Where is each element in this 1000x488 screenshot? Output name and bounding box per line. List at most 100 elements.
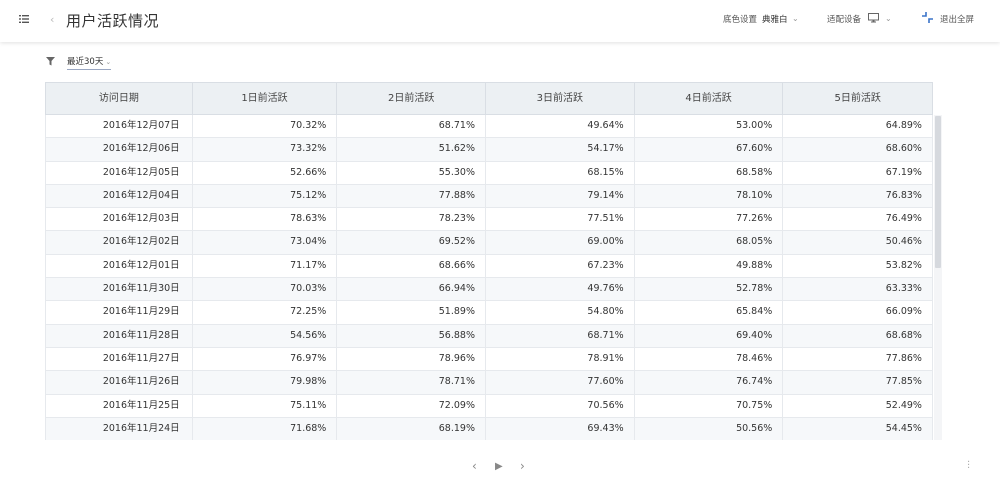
value-cell: 52.49%: [885, 399, 922, 411]
date-cell: 2016年12月05日: [46, 161, 193, 184]
value-cell: 70.03%: [193, 278, 338, 301]
filter-icon[interactable]: [46, 57, 55, 66]
monitor-icon[interactable]: [868, 13, 879, 23]
date-cell: 2016年11月26日: [46, 371, 193, 394]
page-title: 用户活跃情况: [66, 12, 160, 30]
value-cell: 49.76%: [486, 278, 635, 301]
table-row[interactable]: 2016年11月24日 71.68% 68.19% 69.43% 50.56% 54.45…: [45, 417, 933, 440]
date-cell: 2016年12月02日: [46, 231, 193, 254]
value-cell: 68.66%: [337, 254, 486, 278]
value-cell: 50.46%: [885, 236, 922, 248]
table-header: 访问日期 1日前活跃 2日前活跃 3日前活跃 4日前活跃 5日前活跃: [45, 82, 933, 115]
table-row[interactable]: 2016年12月02日 73.04% 69.52% 69.00% 68.05% 50.46…: [45, 231, 933, 255]
table-row[interactable]: 2016年11月25日 75.11% 72.09% 70.56% 70.75% 52.49…: [45, 394, 933, 418]
value-cell: 77.26%: [635, 208, 784, 231]
value-cell: 77.86%: [885, 352, 922, 364]
value-cell: 72.25%: [193, 301, 338, 324]
value-cell: 77.51%: [486, 208, 635, 231]
table-body: 2016年12月07日 70.32% 68.71% 49.64% 53.00% 64.89…: [45, 115, 933, 440]
table-row[interactable]: 2016年11月30日 70.03% 66.94% 49.76% 52.78% 63.33…: [45, 278, 933, 302]
date-cell: 2016年11月28日: [46, 324, 193, 347]
column-header[interactable]: 5日前活跃: [834, 93, 881, 104]
more-vertical-icon[interactable]: · · ·: [967, 457, 971, 474]
value-cell: 77.85%: [885, 376, 922, 388]
exit-fullscreen-icon[interactable]: [921, 11, 934, 24]
value-cell: 54.80%: [486, 301, 635, 324]
table-row[interactable]: 2016年12月03日 78.63% 78.23% 77.51% 77.26% 76.49…: [45, 208, 933, 232]
chevron-down-icon[interactable]: ⌄: [885, 14, 892, 23]
value-cell: 70.32%: [193, 115, 338, 138]
table-row[interactable]: 2016年11月28日 54.56% 56.88% 68.71% 69.40% 68.68…: [45, 324, 933, 348]
value-cell: 69.40%: [635, 324, 784, 347]
bg-setting-label: 底色设置: [723, 15, 758, 25]
value-cell: 79.98%: [193, 371, 338, 394]
value-cell: 78.46%: [635, 347, 784, 371]
value-cell: 71.68%: [193, 417, 338, 440]
table-row[interactable]: 2016年12月01日 71.17% 68.66% 67.23% 49.88% 53.82…: [45, 254, 933, 279]
value-cell: 68.19%: [337, 417, 486, 440]
table-row[interactable]: 2016年12月05日 52.66% 55.30% 68.15% 68.58% 67.19…: [45, 161, 933, 185]
date-cell: 2016年11月25日: [46, 394, 193, 417]
table-row[interactable]: 2016年11月27日 76.97% 78.96% 78.91% 78.46% 77.86…: [45, 347, 933, 372]
column-header[interactable]: 3日前活跃: [486, 83, 635, 114]
top-bar: ‹ 用户活跃情况 底色设置 典雅白 ⌄ 适配设备 ⌄ 退出全屏: [0, 0, 1000, 42]
value-cell: 68.71%: [486, 324, 635, 347]
date-cell: 2016年11月29日: [46, 301, 193, 324]
value-cell: 68.71%: [337, 115, 486, 138]
value-cell: 52.78%: [635, 278, 784, 301]
value-cell: 76.97%: [193, 347, 338, 371]
value-cell: 63.33%: [885, 283, 922, 295]
date-cell: 2016年12月07日: [46, 115, 193, 138]
value-cell: 52.66%: [193, 161, 338, 184]
device-label: 适配设备: [827, 15, 862, 25]
table-row[interactable]: 2016年12月06日 73.32% 51.62% 54.17% 67.60% 68.60…: [45, 138, 933, 162]
value-cell: 77.88%: [337, 184, 486, 208]
column-header[interactable]: 2日前活跃: [337, 83, 487, 114]
value-cell: 76.83%: [885, 189, 922, 201]
value-cell: 76.74%: [635, 371, 784, 394]
list-icon[interactable]: [19, 14, 29, 24]
value-cell: 66.94%: [337, 278, 486, 301]
value-cell: 65.84%: [635, 301, 784, 324]
column-header[interactable]: 1日前活跃: [193, 83, 338, 114]
chevron-left-icon[interactable]: ‹: [50, 13, 55, 26]
value-cell: 79.14%: [486, 184, 635, 208]
chevron-down-icon[interactable]: ⌄: [792, 14, 799, 23]
value-cell: 54.17%: [486, 138, 635, 161]
value-cell: 77.60%: [486, 371, 635, 394]
bg-setting-select[interactable]: 典雅白: [762, 15, 788, 25]
value-cell: 50.56%: [635, 417, 784, 440]
value-cell: 78.10%: [635, 184, 784, 208]
value-cell: 70.75%: [635, 394, 784, 417]
value-cell: 68.60%: [885, 143, 922, 155]
value-cell: 53.82%: [885, 259, 922, 271]
value-cell: 67.60%: [635, 138, 784, 161]
value-cell: 72.09%: [337, 394, 486, 417]
date-range-select[interactable]: 最近30天 ⌄: [67, 55, 112, 70]
value-cell: 49.64%: [486, 115, 635, 138]
value-cell: 69.43%: [486, 417, 635, 440]
table-row[interactable]: 2016年12月04日 75.12% 77.88% 79.14% 78.10% 76.83…: [45, 184, 933, 209]
next-page-button[interactable]: ›: [520, 459, 525, 473]
value-cell: 51.89%: [337, 301, 486, 324]
table-row[interactable]: 2016年12月07日 70.32% 68.71% 49.64% 53.00% 64.89…: [45, 115, 933, 139]
value-cell: 53.00%: [635, 115, 784, 138]
column-header[interactable]: 4日前活跃: [635, 83, 784, 114]
value-cell: 75.12%: [193, 184, 338, 208]
data-table: 访问日期 1日前活跃 2日前活跃 3日前活跃 4日前活跃 5日前活跃 2016年…: [45, 82, 943, 440]
value-cell: 68.15%: [486, 161, 635, 184]
date-cell: 2016年11月27日: [46, 347, 193, 371]
table-row[interactable]: 2016年11月26日 79.98% 78.71% 77.60% 76.74% 77.85…: [45, 371, 933, 395]
play-button[interactable]: ▶: [495, 461, 503, 472]
date-cell: 2016年11月24日: [46, 417, 193, 440]
value-cell: 78.63%: [193, 208, 338, 231]
prev-page-button[interactable]: ‹: [472, 459, 477, 473]
value-cell: 70.56%: [486, 394, 635, 417]
scrollbar-thumb[interactable]: [935, 116, 941, 268]
table-row[interactable]: 2016年11月29日 72.25% 51.89% 54.80% 65.84% 66.09…: [45, 301, 933, 325]
exit-fullscreen-button[interactable]: 退出全屏: [940, 15, 975, 25]
value-cell: 68.68%: [885, 329, 922, 341]
date-cell: 2016年12月01日: [46, 254, 193, 278]
column-header[interactable]: 访问日期: [46, 83, 193, 114]
scrollbar-track[interactable]: [934, 115, 942, 440]
